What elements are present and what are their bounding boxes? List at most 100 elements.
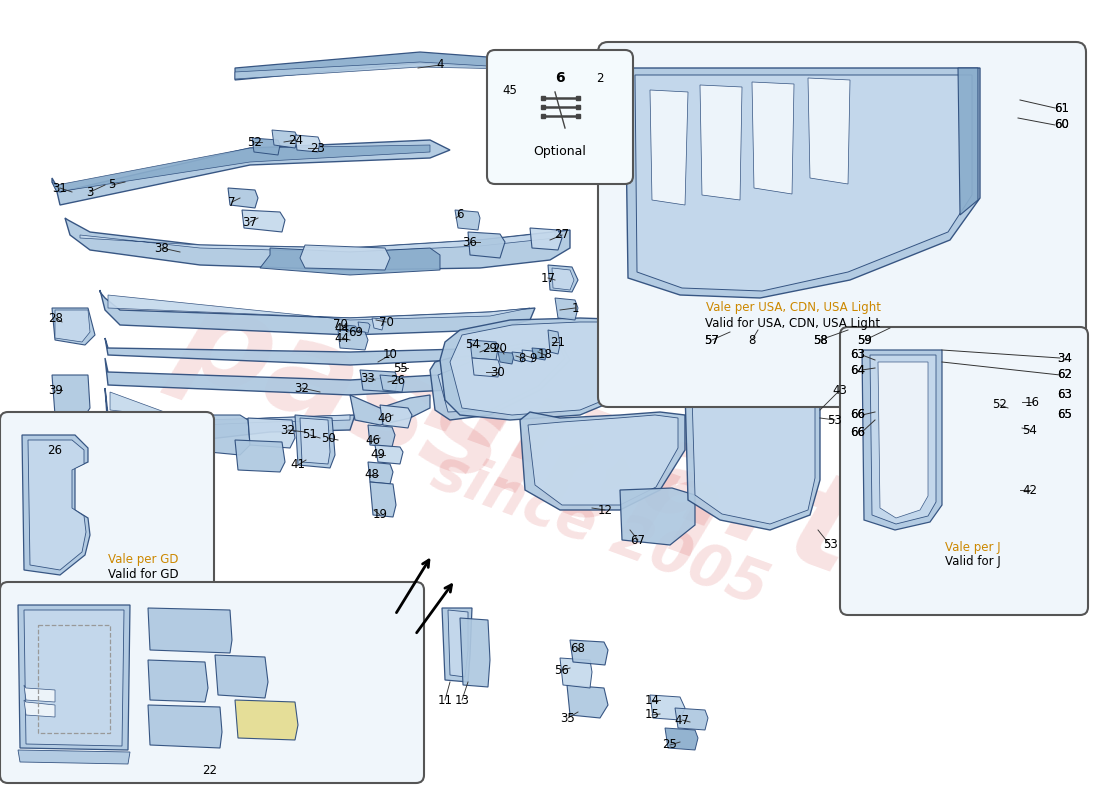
Text: 49: 49: [371, 449, 385, 462]
Text: 64: 64: [850, 363, 866, 377]
Text: 17: 17: [540, 271, 556, 285]
Polygon shape: [345, 325, 358, 336]
Text: 63: 63: [1057, 389, 1072, 402]
Polygon shape: [548, 330, 560, 354]
Text: 53: 53: [823, 538, 837, 551]
Polygon shape: [666, 728, 698, 750]
Polygon shape: [368, 425, 395, 447]
Polygon shape: [148, 660, 208, 702]
Text: 63: 63: [1057, 389, 1072, 402]
Text: 40: 40: [377, 411, 393, 425]
Text: Valid for GD: Valid for GD: [108, 567, 178, 581]
Text: 2: 2: [596, 71, 604, 85]
Text: 7: 7: [229, 195, 235, 209]
Polygon shape: [338, 330, 368, 350]
Text: mparts: mparts: [410, 330, 949, 630]
Polygon shape: [24, 685, 55, 702]
Polygon shape: [532, 348, 547, 360]
Text: 6: 6: [456, 209, 464, 222]
Polygon shape: [18, 750, 130, 764]
Text: 66: 66: [850, 409, 866, 422]
Polygon shape: [52, 140, 450, 205]
Text: Vale per USA, CDN, USA Light: Vale per USA, CDN, USA Light: [705, 302, 880, 314]
Text: 22: 22: [202, 763, 218, 777]
Text: 27: 27: [554, 229, 570, 242]
Text: 10: 10: [383, 349, 397, 362]
Polygon shape: [438, 345, 565, 412]
Text: 45: 45: [503, 83, 517, 97]
Polygon shape: [685, 368, 820, 530]
Text: 8: 8: [748, 334, 756, 346]
Polygon shape: [104, 338, 540, 365]
Text: 41: 41: [290, 458, 306, 471]
Text: Valid for J: Valid for J: [945, 555, 1001, 569]
Polygon shape: [862, 350, 942, 530]
Polygon shape: [468, 232, 505, 258]
Text: 52: 52: [992, 398, 1008, 411]
Text: 57: 57: [705, 334, 719, 346]
Polygon shape: [242, 210, 285, 232]
Polygon shape: [566, 685, 608, 718]
Text: 54: 54: [465, 338, 481, 351]
Text: 63: 63: [850, 349, 866, 362]
Text: 65: 65: [1057, 409, 1072, 422]
Text: 58: 58: [813, 334, 827, 346]
Polygon shape: [148, 705, 222, 748]
Text: Vale per J: Vale per J: [945, 542, 1001, 554]
Polygon shape: [570, 640, 608, 665]
Text: 26: 26: [47, 443, 63, 457]
Polygon shape: [52, 308, 95, 345]
Text: 34: 34: [1057, 351, 1072, 365]
Polygon shape: [24, 700, 55, 717]
Text: 25: 25: [662, 738, 678, 751]
Polygon shape: [442, 608, 472, 682]
Polygon shape: [22, 435, 90, 575]
Polygon shape: [635, 75, 972, 291]
Polygon shape: [1005, 392, 1025, 412]
Text: 32: 32: [295, 382, 309, 394]
Polygon shape: [548, 265, 578, 292]
Text: 55: 55: [393, 362, 407, 374]
Text: Vale per GD: Vale per GD: [108, 554, 178, 566]
Text: 28: 28: [48, 311, 64, 325]
Polygon shape: [460, 618, 490, 687]
Text: 15: 15: [645, 709, 659, 722]
Polygon shape: [372, 318, 384, 330]
Polygon shape: [80, 232, 556, 252]
Text: 66: 66: [850, 426, 866, 438]
Polygon shape: [692, 374, 815, 524]
Polygon shape: [940, 348, 1020, 530]
Text: 66: 66: [850, 426, 866, 438]
Polygon shape: [992, 398, 1012, 417]
Text: 53: 53: [827, 414, 843, 426]
Polygon shape: [430, 342, 570, 420]
Text: 52: 52: [248, 135, 263, 149]
Text: since 2005: since 2005: [425, 442, 776, 618]
Polygon shape: [878, 362, 928, 518]
Text: 6: 6: [556, 71, 564, 85]
Polygon shape: [530, 228, 562, 250]
Text: 65: 65: [1057, 409, 1072, 422]
Text: 60: 60: [1055, 118, 1069, 131]
Polygon shape: [100, 290, 535, 335]
Bar: [39, 625, 110, 733]
Polygon shape: [260, 248, 440, 275]
Polygon shape: [360, 370, 398, 392]
Polygon shape: [675, 708, 708, 730]
FancyBboxPatch shape: [487, 50, 632, 184]
Polygon shape: [650, 695, 685, 720]
Polygon shape: [625, 68, 980, 298]
Text: 64: 64: [850, 363, 866, 377]
Polygon shape: [379, 375, 404, 392]
Text: 19: 19: [373, 509, 387, 522]
Text: 11: 11: [438, 694, 452, 706]
Polygon shape: [110, 392, 350, 425]
Polygon shape: [448, 610, 468, 677]
Text: 43: 43: [833, 383, 847, 397]
Polygon shape: [498, 352, 514, 364]
Text: 54: 54: [1023, 423, 1037, 437]
Text: 51: 51: [302, 429, 318, 442]
Text: 44: 44: [334, 322, 350, 334]
Text: 29: 29: [483, 342, 497, 354]
Polygon shape: [18, 605, 130, 750]
